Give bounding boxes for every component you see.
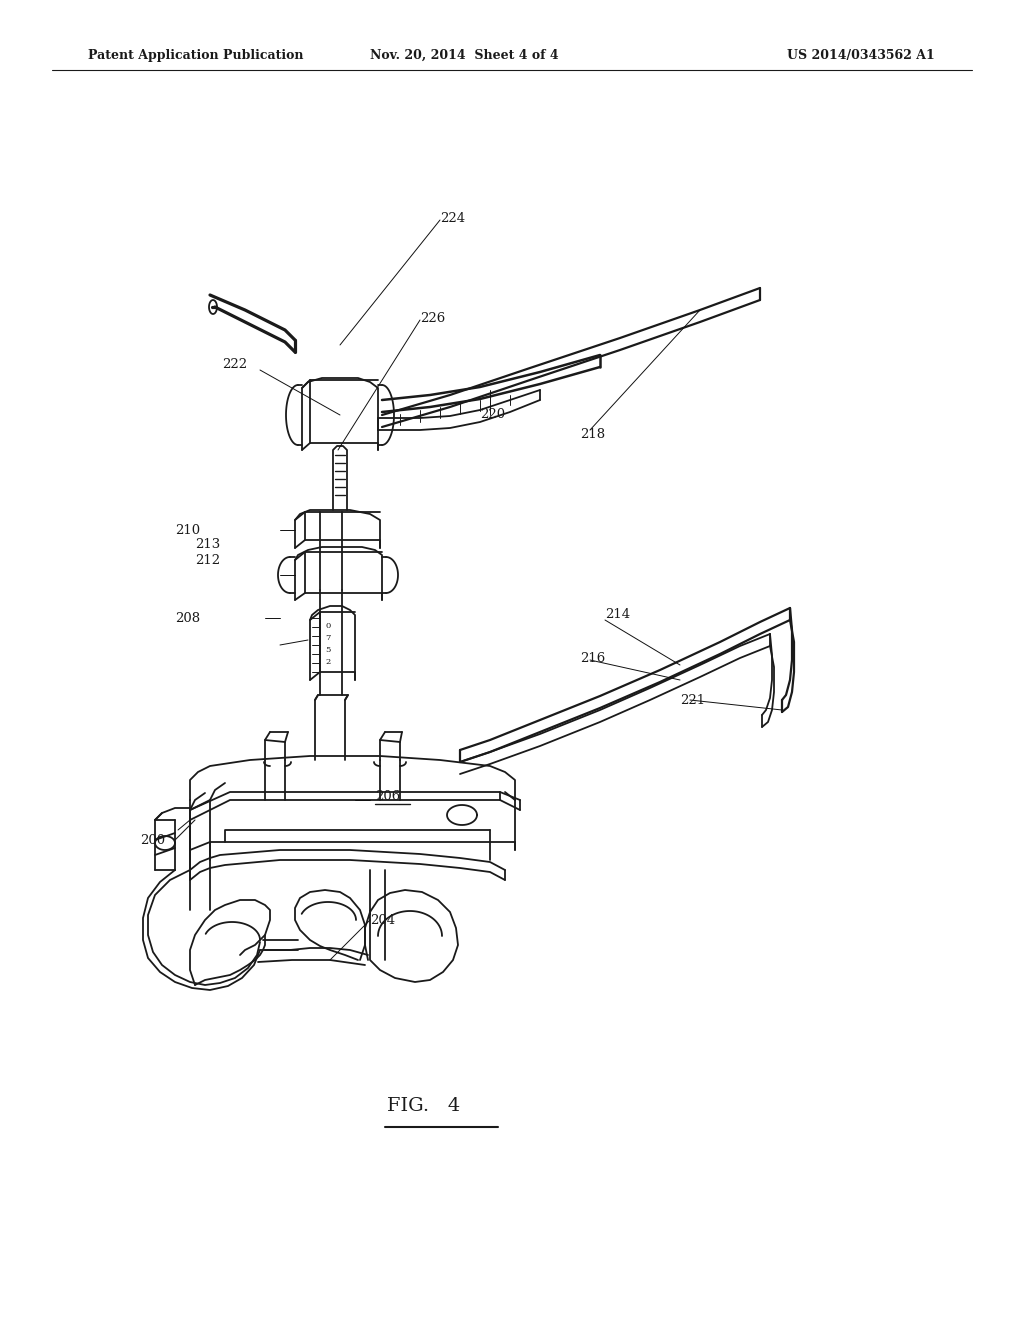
Text: 204: 204 — [370, 913, 395, 927]
Text: Nov. 20, 2014  Sheet 4 of 4: Nov. 20, 2014 Sheet 4 of 4 — [370, 49, 559, 62]
Text: Patent Application Publication: Patent Application Publication — [88, 49, 303, 62]
Text: 208: 208 — [175, 611, 200, 624]
Text: 206: 206 — [375, 791, 400, 804]
Text: 210: 210 — [175, 524, 200, 536]
Text: 7: 7 — [325, 634, 331, 642]
Text: 220: 220 — [480, 408, 505, 421]
Text: 212: 212 — [195, 553, 220, 566]
Text: 214: 214 — [605, 609, 630, 622]
Text: 224: 224 — [440, 211, 465, 224]
Text: US 2014/0343562 A1: US 2014/0343562 A1 — [787, 49, 935, 62]
Text: 213: 213 — [195, 539, 220, 552]
Text: 218: 218 — [580, 429, 605, 441]
Text: 226: 226 — [420, 312, 445, 325]
Text: 221: 221 — [680, 693, 706, 706]
Text: 216: 216 — [580, 652, 605, 664]
Text: 5: 5 — [325, 645, 331, 653]
Text: 2: 2 — [325, 657, 331, 667]
Text: 222: 222 — [222, 359, 247, 371]
Text: 200: 200 — [140, 833, 165, 846]
Text: FIG.   4: FIG. 4 — [387, 1097, 460, 1115]
Text: 0: 0 — [325, 622, 331, 630]
